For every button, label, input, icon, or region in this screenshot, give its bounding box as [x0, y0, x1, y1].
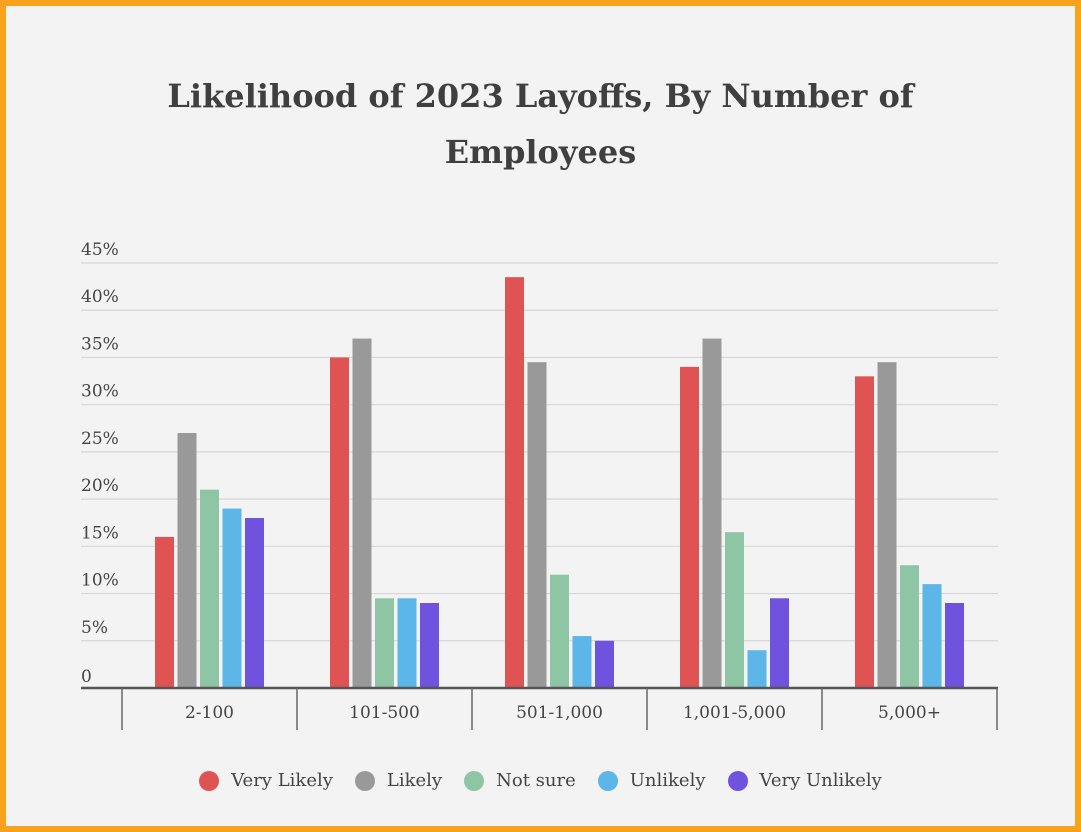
- bar-very-unlikely: [595, 640, 614, 688]
- legend-item-not-sure: Not sure: [464, 770, 576, 791]
- bar-very-likely: [155, 536, 174, 688]
- chart-legend: Very Likely Likely Not sure Unlikely Very Un…: [6, 770, 1075, 796]
- legend-swatch: [354, 770, 375, 791]
- y-tick-label: 45%: [81, 240, 119, 260]
- bar-not-sure: [200, 489, 219, 688]
- legend-label: Unlikely: [629, 770, 706, 791]
- legend-swatch: [464, 770, 485, 791]
- x-tick-label: 501-1,000: [516, 703, 603, 723]
- legend-swatch: [199, 770, 220, 791]
- legend-item-unlikely: Unlikely: [597, 770, 706, 791]
- y-tick-label: 0: [81, 667, 92, 687]
- y-tick-label: 35%: [81, 334, 119, 354]
- y-tick-label: 5%: [81, 618, 108, 638]
- legend-label: Very Unlikely: [759, 770, 882, 791]
- y-tick-label: 25%: [81, 429, 119, 449]
- bar-unlikely: [222, 508, 242, 688]
- y-tick-label: 40%: [81, 287, 119, 307]
- bar-very-unlikely: [245, 518, 264, 688]
- chart-title: Likelihood of 2023 Layoffs, By Number of…: [6, 68, 1075, 180]
- bar-very-unlikely: [945, 603, 964, 688]
- bar-likely: [702, 338, 722, 688]
- bar-likely: [177, 433, 197, 688]
- chart-title-line-2: Employees: [444, 133, 637, 171]
- bar-likely: [352, 338, 372, 688]
- bar-very-unlikely: [770, 598, 789, 688]
- y-tick-label: 20%: [81, 476, 119, 496]
- bar-not-sure: [725, 532, 744, 688]
- legend-label: Likely: [386, 770, 443, 791]
- y-tick-label: 10%: [81, 571, 119, 591]
- legend-label: Not sure: [496, 770, 576, 791]
- legend-item-very-unlikely: Very Unlikely: [727, 770, 882, 791]
- bar-very-likely: [505, 277, 524, 688]
- bar-unlikely: [397, 598, 417, 688]
- bar-likely: [877, 362, 897, 688]
- bar-chart: 0 5% 10% 15% 20% 25% 30% 35% 40% 45% 2-100 101-500 5…: [81, 240, 998, 730]
- bar-very-likely: [855, 376, 874, 688]
- bar-unlikely: [572, 636, 592, 688]
- x-tick-label: 5,000+: [878, 703, 941, 723]
- bar-very-likely: [680, 366, 699, 688]
- chart-title-line-1: Likelihood of 2023 Layoffs, By Number of: [167, 77, 914, 115]
- chart-frame: Likelihood of 2023 Layoffs, By Number of…: [6, 6, 1075, 826]
- x-tick-label: 101-500: [349, 703, 420, 723]
- x-tick-label: 1,001-5,000: [683, 703, 786, 723]
- bar-unlikely: [922, 584, 942, 688]
- bar-not-sure: [550, 574, 569, 688]
- bar-very-unlikely: [420, 603, 439, 688]
- legend-item-likely: Likely: [354, 770, 443, 791]
- x-tick-label: 2-100: [185, 703, 234, 723]
- legend-item-very-likely: Very Likely: [199, 770, 333, 791]
- bar-not-sure: [375, 598, 394, 688]
- bar-very-likely: [330, 357, 349, 688]
- bar-unlikely: [747, 650, 767, 688]
- bar-likely: [527, 362, 547, 688]
- bar-not-sure: [900, 565, 919, 688]
- legend-swatch: [597, 770, 618, 791]
- legend-label: Very Likely: [231, 770, 333, 791]
- y-tick-label: 30%: [81, 382, 119, 402]
- y-tick-label: 15%: [81, 523, 119, 543]
- legend-swatch: [727, 770, 748, 791]
